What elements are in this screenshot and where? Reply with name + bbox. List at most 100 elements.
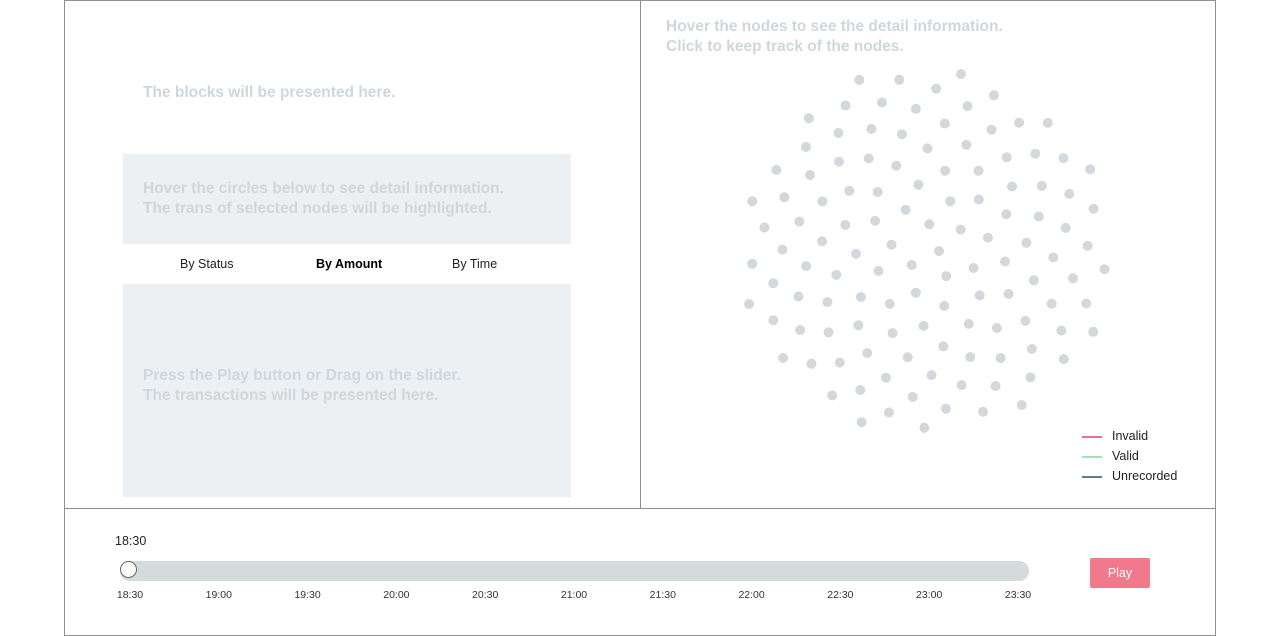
network-node[interactable] (962, 101, 973, 112)
network-node[interactable] (982, 232, 993, 243)
network-node[interactable] (834, 156, 844, 167)
network-node[interactable] (931, 83, 942, 94)
network-node[interactable] (1046, 298, 1057, 309)
network-node[interactable] (856, 417, 867, 428)
network-node[interactable] (1000, 256, 1010, 267)
network-node[interactable] (986, 124, 997, 135)
network-node[interactable] (805, 170, 815, 180)
network-node[interactable] (779, 192, 790, 203)
network-node[interactable] (1003, 288, 1014, 299)
time-slider-track[interactable] (120, 561, 1029, 581)
network-node[interactable] (938, 341, 949, 352)
network-node[interactable] (872, 187, 883, 197)
network-node[interactable] (1007, 181, 1017, 192)
network-node[interactable] (834, 357, 845, 368)
network-node[interactable] (973, 165, 984, 176)
network-node[interactable] (956, 380, 967, 391)
network-node[interactable] (963, 318, 974, 329)
network-node[interactable] (991, 323, 1002, 333)
network-node[interactable] (1048, 252, 1059, 263)
network-node[interactable] (744, 299, 755, 309)
network-node[interactable] (771, 164, 782, 175)
network-node[interactable] (886, 239, 897, 250)
network-node[interactable] (877, 97, 887, 108)
network-node[interactable] (768, 278, 779, 289)
network-node[interactable] (768, 315, 779, 326)
network-node[interactable] (910, 287, 921, 298)
network-node[interactable] (870, 215, 881, 226)
network-node[interactable] (884, 298, 895, 309)
network-node[interactable] (800, 141, 811, 152)
network-node[interactable] (939, 118, 950, 129)
network-node[interactable] (884, 407, 894, 418)
network-node[interactable] (793, 291, 804, 302)
network-node[interactable] (823, 327, 834, 338)
transactions-box[interactable] (123, 284, 571, 497)
network-node[interactable] (854, 74, 865, 85)
network-node[interactable] (1028, 275, 1039, 286)
network-node[interactable] (934, 246, 944, 256)
network-node[interactable] (794, 216, 805, 227)
network-node[interactable] (1081, 298, 1092, 309)
network-node[interactable] (1030, 148, 1041, 159)
tab-by-amount[interactable]: By Amount (316, 257, 383, 271)
network-node[interactable] (833, 128, 844, 138)
network-node[interactable] (910, 103, 921, 114)
tab-by-time[interactable]: By Time (452, 257, 498, 271)
network-node[interactable] (880, 372, 891, 383)
network-node[interactable] (866, 123, 877, 134)
network-node[interactable] (1021, 237, 1032, 248)
network-node[interactable] (941, 271, 952, 282)
network-node[interactable] (1026, 344, 1037, 354)
network-node[interactable] (855, 292, 866, 302)
network-node[interactable] (747, 258, 758, 269)
network-node[interactable] (902, 352, 913, 363)
network-node[interactable] (862, 348, 873, 358)
network-node[interactable] (891, 160, 902, 171)
network-node[interactable] (747, 196, 758, 207)
network-node[interactable] (840, 219, 851, 230)
network-node[interactable] (840, 100, 851, 111)
network-node[interactable] (1025, 372, 1036, 383)
network-node[interactable] (806, 358, 817, 369)
network-node[interactable] (1056, 325, 1067, 336)
network-node[interactable] (913, 179, 924, 190)
node-network[interactable] (641, 1, 1217, 510)
network-node[interactable] (1001, 209, 1012, 220)
network-node[interactable] (1036, 180, 1047, 191)
network-node[interactable] (924, 219, 935, 230)
network-node[interactable] (955, 224, 966, 235)
network-node[interactable] (801, 261, 812, 272)
network-node[interactable] (1016, 400, 1027, 410)
network-node[interactable] (965, 352, 976, 363)
network-node[interactable] (919, 422, 930, 433)
network-node[interactable] (1058, 354, 1069, 365)
network-node[interactable] (817, 196, 828, 207)
network-node[interactable] (1020, 315, 1031, 326)
network-node[interactable] (974, 290, 985, 301)
network-node[interactable] (887, 328, 898, 339)
network-node[interactable] (855, 385, 866, 395)
network-node[interactable] (873, 266, 884, 276)
network-node[interactable] (817, 236, 828, 247)
network-node[interactable] (1085, 164, 1096, 175)
network-node[interactable] (1058, 153, 1069, 164)
network-node[interactable] (1033, 211, 1044, 222)
network-node[interactable] (851, 248, 861, 259)
network-node[interactable] (961, 139, 972, 150)
network-node[interactable] (922, 143, 933, 154)
network-node[interactable] (907, 391, 918, 402)
network-node[interactable] (1088, 326, 1099, 337)
network-node[interactable] (1068, 273, 1078, 284)
network-node[interactable] (803, 113, 814, 124)
network-node[interactable] (940, 165, 951, 176)
play-button[interactable]: Play (1090, 558, 1150, 588)
network-node[interactable] (1060, 222, 1071, 233)
network-node[interactable] (822, 297, 833, 308)
network-node[interactable] (906, 260, 917, 270)
network-node[interactable] (1082, 240, 1093, 251)
network-node[interactable] (844, 185, 855, 196)
network-node[interactable] (896, 129, 907, 140)
network-node[interactable] (940, 403, 951, 414)
network-node[interactable] (795, 325, 806, 335)
